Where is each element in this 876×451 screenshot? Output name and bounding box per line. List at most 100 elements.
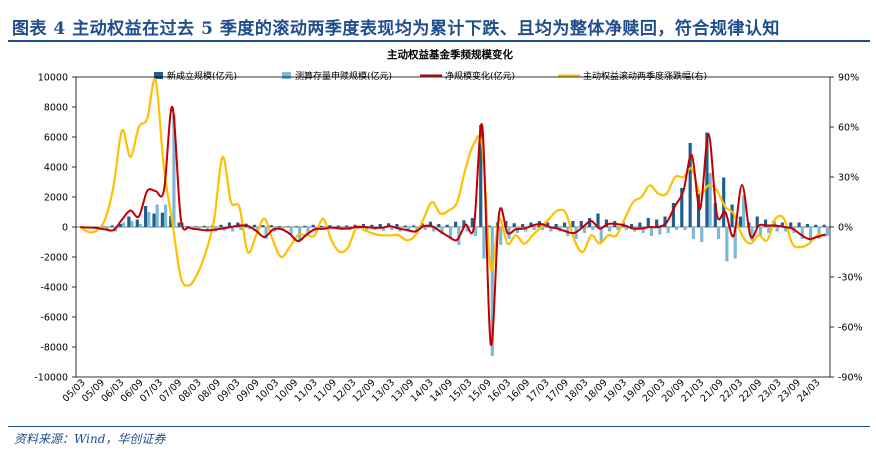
new-issue-bar (403, 225, 407, 227)
new-issue-bar (386, 223, 391, 227)
new-issue-bar (370, 224, 374, 227)
redemption-bar (499, 227, 503, 245)
legend-swatch (282, 72, 291, 79)
redemption-bar (163, 204, 168, 227)
redemption-bar (281, 227, 285, 230)
y-left-tick-label: -10000 (34, 373, 68, 384)
legend-item-2: 测算存量申赎规模(亿元) (282, 70, 392, 82)
new-issue-bar (102, 226, 106, 227)
new-issue-bar (462, 220, 466, 227)
redemption-bar (482, 227, 486, 259)
rolling-return-line (79, 78, 826, 287)
new-issue-bar (437, 224, 441, 227)
new-issue-bar (596, 213, 600, 227)
redemption-bar (599, 227, 603, 242)
y-left-tick-label: -6000 (40, 313, 68, 324)
redemption-bar (247, 227, 251, 230)
redemption-bar (767, 227, 771, 233)
new-issue-bar (755, 216, 759, 227)
new-issue-bar (705, 132, 709, 227)
redemption-bar (490, 227, 494, 356)
redemption-bar (775, 227, 779, 232)
new-issue-bar (194, 226, 198, 227)
new-issue-bar (629, 224, 634, 227)
new-issue-bar (202, 225, 206, 227)
redemption-bar (540, 227, 545, 230)
chart: 主动权益基金季频规模变化 新成立规模(亿元) 测算存量申赎规模(亿元) 净规模变化(… (34, 48, 863, 404)
y-left-tick-label: 0 (62, 223, 68, 234)
new-issue-bar (177, 222, 181, 227)
redemption-bar (742, 195, 746, 227)
y-left-tick-label: 4000 (44, 163, 68, 174)
redemption-bar (658, 227, 662, 235)
redemption-bar (725, 227, 729, 262)
new-issue-bar (428, 221, 433, 227)
chart-title: 主动权益基金季频规模变化 (387, 48, 513, 61)
new-issue-bar (646, 218, 650, 227)
y-left-tick-label: -2000 (40, 253, 68, 264)
y-left-tick-label: 8000 (44, 103, 68, 114)
y-left-tick-label: -4000 (40, 283, 68, 294)
redemption-bar (758, 227, 762, 236)
new-issue-bar (412, 225, 416, 227)
redemption-bar (675, 227, 679, 230)
new-issue-bar (294, 226, 299, 227)
redemption-bar (733, 227, 737, 259)
legend-label: 净规模变化(亿元) (445, 70, 515, 82)
redemption-bar (172, 114, 176, 227)
new-issue-bar (361, 224, 366, 227)
source-note: 资料来源：Wind，华创证券 (14, 432, 166, 446)
new-issue-bar (680, 188, 684, 227)
redemption-bar (138, 224, 143, 227)
y-left-tick-label: 2000 (44, 193, 68, 204)
redemption-bar (750, 227, 754, 241)
net-change-line (80, 105, 827, 346)
redemption-bar (716, 227, 721, 239)
y-right-tick-label: 30% (838, 173, 859, 184)
redemption-bar (666, 227, 670, 233)
figure-header: 图表 4 主动权益在过去 5 季度的滚动两季度表现均为累计下跌、且均为整体净赎回… (8, 8, 868, 39)
redemption-bar (423, 227, 427, 230)
new-issue-bar (671, 203, 676, 227)
redemption-bar (365, 227, 369, 230)
new-issue-bar (713, 203, 717, 227)
new-issue-bar (562, 222, 567, 227)
new-issue-bar (521, 224, 525, 227)
redemption-bar (390, 227, 394, 230)
legend-item-3: 净规模变化(亿元) (420, 70, 515, 82)
new-issue-bar (127, 216, 131, 227)
new-issue-bar (797, 222, 801, 227)
redemption-bar (155, 204, 159, 227)
redemption-bar (230, 227, 235, 232)
y-right-tick-label: -60% (838, 323, 863, 334)
redemption-bar (432, 227, 436, 232)
redemption-bar (616, 227, 620, 230)
new-issue-bar (328, 225, 332, 227)
new-issue-bar (420, 223, 424, 227)
legend: 新成立规模(亿元) 测算存量申赎规模(亿元) 净规模变化(亿元) 主动权益滚动两季度涨… (154, 70, 707, 82)
redemption-bar (809, 227, 813, 242)
new-issue-bar (110, 225, 114, 227)
redemption-bar (683, 227, 687, 230)
new-issue-bar (185, 226, 190, 227)
legend-label: 测算存量申赎规模(亿元) (295, 70, 392, 82)
redemption-bar (607, 227, 612, 232)
new-issue-bar (345, 225, 349, 227)
legend-item-1: 新成立规模(亿元) (154, 70, 237, 82)
new-issue-bar (252, 224, 257, 227)
new-issue-bar (579, 221, 583, 227)
new-issue-bar (261, 225, 265, 227)
new-issue-bar (303, 225, 307, 227)
redemption-bar (448, 227, 452, 239)
redemption-bar (130, 221, 134, 227)
y-right-tick-label: -90% (838, 373, 863, 384)
redemption-bar (708, 173, 712, 227)
bottom-rule (8, 426, 870, 427)
y-right-tick-label: 0% (838, 223, 853, 234)
redemption-bar (825, 227, 829, 236)
new-issue-bar (696, 194, 701, 227)
new-issue-bar (479, 125, 483, 227)
new-issue-bar (336, 225, 340, 227)
new-issue-bar (353, 224, 357, 227)
redemption-bar (641, 227, 645, 233)
